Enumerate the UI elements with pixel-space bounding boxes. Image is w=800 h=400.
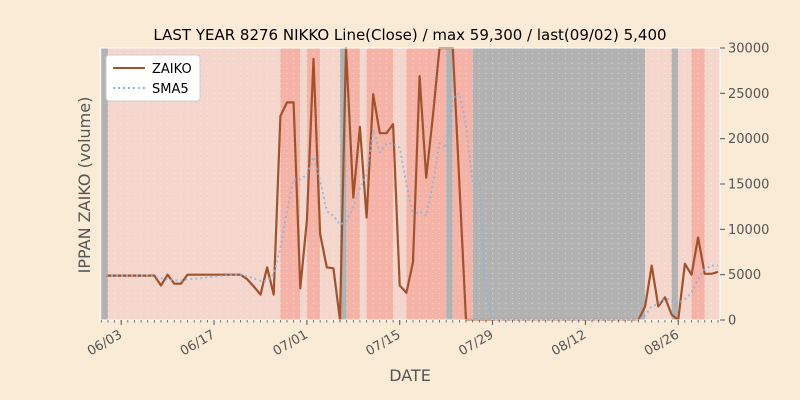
y-tick-label: 0 — [728, 314, 736, 329]
shaded-band — [678, 48, 692, 320]
shaded-band — [472, 48, 646, 320]
x-tick-label: 06/17 — [178, 327, 218, 359]
legend-label-sma5: SMA5 — [152, 82, 189, 97]
x-tick-label: 07/15 — [364, 327, 404, 359]
y-tick-label: 10000 — [728, 223, 769, 238]
shaded-band — [280, 48, 301, 320]
shaded-band — [393, 48, 407, 320]
y-tick-label: 30000 — [728, 42, 769, 57]
x-tick-label: 08/12 — [549, 327, 589, 359]
y-tick-label: 25000 — [728, 87, 769, 102]
x-tick-label: 06/03 — [85, 327, 125, 359]
y-axis-label: IPPAN ZAIKO (volume) — [75, 97, 94, 274]
legend-box — [105, 54, 201, 102]
shaded-band — [366, 48, 394, 320]
x-tick-label: 07/01 — [271, 327, 311, 359]
series-line-sma5 — [106, 92, 718, 321]
shaded-band — [320, 48, 341, 320]
y-tick-label: 5000 — [728, 268, 761, 283]
shaded-band — [446, 48, 453, 320]
series-line-zaiko — [106, 47, 719, 321]
shaded-band — [101, 48, 108, 320]
y-tick-label: 15000 — [728, 178, 769, 193]
x-axis-label: DATE — [389, 366, 431, 385]
shaded-band — [452, 48, 473, 320]
y-tick-label: 20000 — [728, 132, 769, 147]
shaded-band — [704, 48, 720, 320]
shaded-band — [671, 48, 679, 320]
legend: ZAIKO SMA5 — [105, 54, 201, 102]
shaded-band — [300, 48, 307, 320]
chart-title: LAST YEAR 8276 NIKKO Line(Close) / max 5… — [153, 26, 666, 44]
x-tick-label: 08/26 — [642, 327, 682, 359]
legend-label-zaiko: ZAIKO — [152, 62, 192, 77]
shaded-band — [406, 48, 447, 320]
x-tick-label: 07/29 — [456, 327, 496, 359]
